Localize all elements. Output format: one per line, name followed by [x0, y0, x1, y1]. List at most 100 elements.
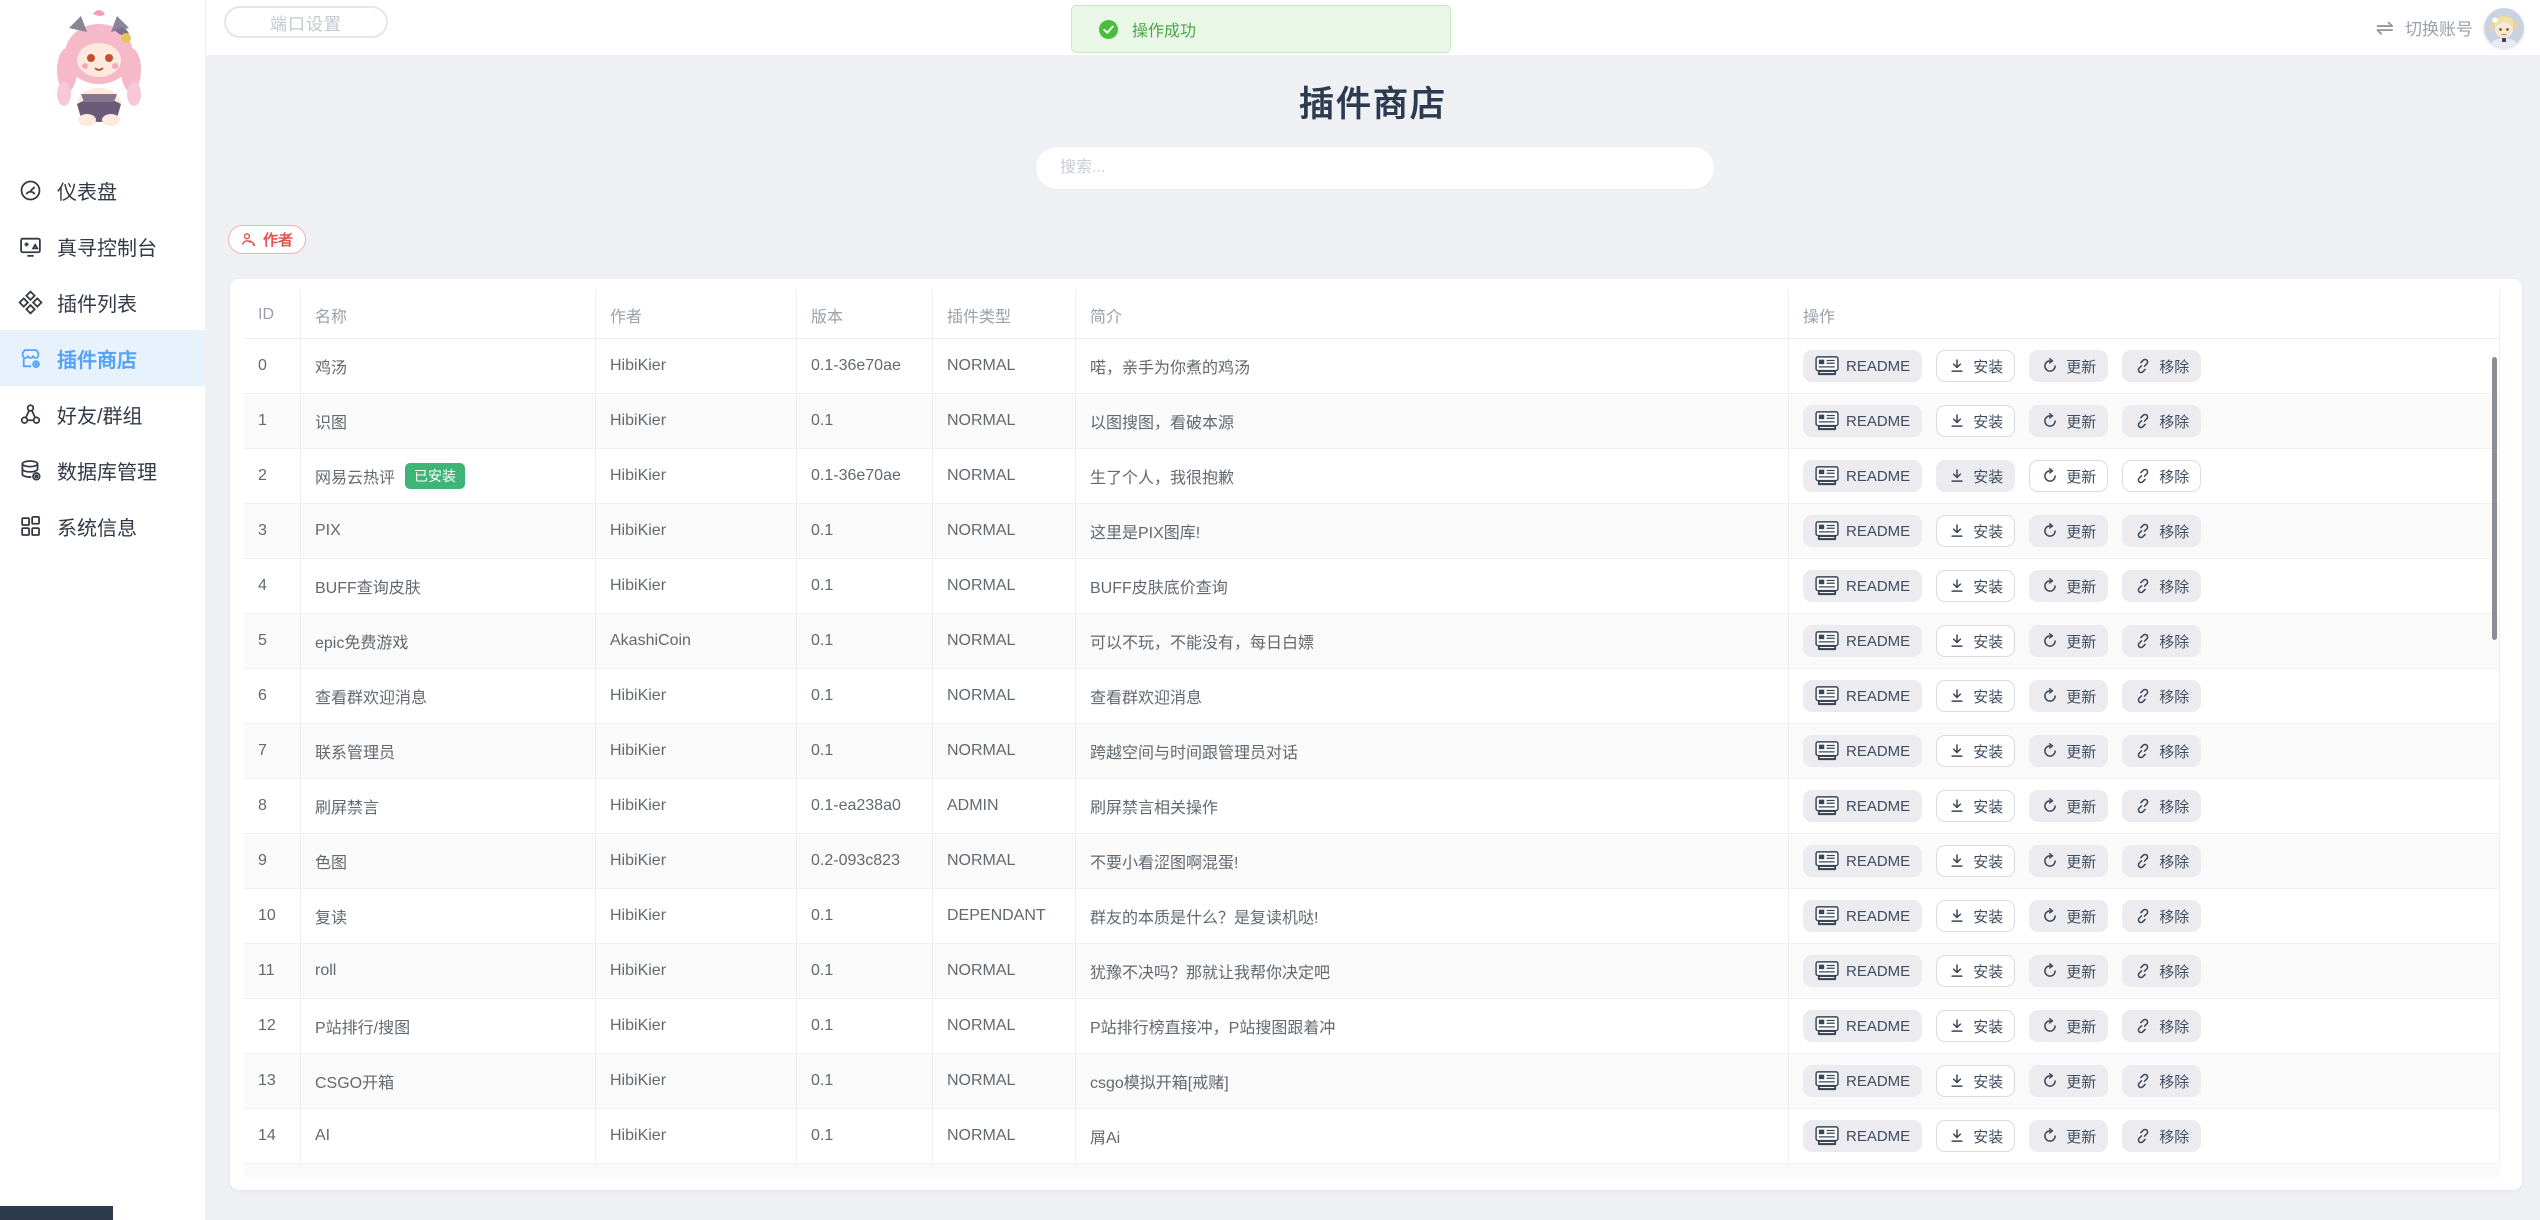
remove-button[interactable]: 移除 — [2122, 625, 2202, 657]
install-button[interactable]: 安装 — [1936, 570, 2016, 602]
readme-button[interactable]: README — [1803, 515, 1923, 547]
update-button[interactable]: 更新 — [2029, 845, 2109, 877]
author-filter-button[interactable]: 作者 — [228, 225, 307, 254]
search-input[interactable] — [1036, 147, 1714, 189]
remove-button[interactable]: 移除 — [2122, 735, 2202, 767]
refresh-icon — [2044, 413, 2057, 427]
sidebar-item-plugin-store[interactable]: 插件商店 — [0, 330, 205, 386]
remove-button[interactable]: 移除 — [2122, 1065, 2202, 1097]
cell-id: 13 — [244, 1054, 301, 1108]
remove-button[interactable]: 移除 — [2122, 955, 2202, 987]
update-button[interactable]: 更新 — [2029, 625, 2109, 657]
update-label: 更新 — [2066, 578, 2097, 596]
readme-button[interactable]: README — [1803, 900, 1923, 932]
sidebar-item-dashboard[interactable]: 仪表盘 — [0, 162, 205, 218]
install-button[interactable]: 安装 — [1936, 1010, 2016, 1042]
download-icon — [1951, 469, 1963, 482]
app-logo — [47, 8, 151, 134]
unlink-icon — [2137, 358, 2149, 374]
cell-name: 查看群欢迎消息 — [301, 669, 596, 723]
update-button[interactable]: 更新 — [2029, 955, 2109, 987]
install-button[interactable]: 安装 — [1936, 350, 2016, 382]
remove-button[interactable]: 移除 — [2122, 1010, 2202, 1042]
remove-button[interactable]: 移除 — [2122, 570, 2202, 602]
update-button[interactable]: 更新 — [2029, 1065, 2109, 1097]
update-button[interactable]: 更新 — [2029, 1120, 2109, 1152]
sidebar-item-friends-groups[interactable]: 好友/群组 — [0, 386, 205, 442]
download-icon — [1951, 579, 1963, 592]
install-button[interactable]: 安装 — [1936, 790, 2016, 822]
update-label: 更新 — [2066, 523, 2097, 541]
plugin-name: PIX — [315, 522, 341, 539]
remove-button[interactable]: 移除 — [2122, 405, 2202, 437]
install-button[interactable]: 安装 — [1936, 955, 2016, 987]
install-button[interactable]: 安装 — [1936, 680, 2016, 712]
cell-author: HibiKier — [596, 504, 797, 558]
sidebar-item-label: 真寻控制台 — [57, 237, 157, 260]
readme-button[interactable]: README — [1803, 680, 1923, 712]
install-button[interactable]: 安装 — [1936, 735, 2016, 767]
user-avatar[interactable] — [2484, 7, 2524, 48]
remove-button[interactable]: 移除 — [2122, 515, 2202, 547]
cell-id: 0 — [244, 339, 301, 393]
sidebar-item-system-info[interactable]: 系统信息 — [0, 498, 205, 554]
readme-icon — [1815, 1016, 1839, 1036]
remove-button[interactable]: 移除 — [2122, 900, 2202, 932]
readme-button[interactable]: README — [1803, 735, 1923, 767]
update-button[interactable]: 更新 — [2029, 405, 2109, 437]
update-button[interactable]: 更新 — [2029, 735, 2109, 767]
update-button[interactable]: 更新 — [2029, 790, 2109, 822]
sidebar-item-label: 好友/群组 — [57, 405, 143, 428]
install-button[interactable]: 安装 — [1936, 900, 2016, 932]
readme-button[interactable]: README — [1803, 845, 1923, 877]
unlink-icon — [2137, 743, 2149, 759]
cell-actions: README 安装 更新 移除 — [1789, 669, 2500, 723]
update-button[interactable]: 更新 — [2029, 350, 2109, 382]
readme-button[interactable]: README — [1803, 1065, 1923, 1097]
readme-button[interactable]: README — [1803, 570, 1923, 602]
install-button[interactable]: 安装 — [1936, 460, 2016, 492]
readme-button[interactable]: README — [1803, 350, 1923, 382]
readme-button[interactable]: README — [1803, 405, 1923, 437]
update-button[interactable]: 更新 — [2029, 1010, 2109, 1042]
readme-button[interactable]: README — [1803, 955, 1923, 987]
cell-name: 鸡汤 — [301, 339, 596, 393]
install-button[interactable]: 安装 — [1936, 845, 2016, 877]
update-button[interactable]: 更新 — [2029, 900, 2109, 932]
readme-button[interactable]: README — [1803, 790, 1923, 822]
cell-author: HibiKier — [596, 1109, 797, 1163]
update-button[interactable]: 更新 — [2029, 680, 2109, 712]
readme-label: README — [1846, 962, 1911, 980]
horizontal-scrollbar-thumb[interactable] — [0, 1206, 113, 1220]
port-settings-button[interactable]: 端口设置 — [224, 6, 388, 38]
cell-name: 刷屏禁言 — [301, 779, 596, 833]
table-row: 1 识图 HibiKier 0.1 NORMAL 以图搜图，看破本源 READM… — [244, 394, 2500, 449]
install-button[interactable]: 安装 — [1936, 405, 2016, 437]
readme-button[interactable]: README — [1803, 1120, 1923, 1152]
remove-button[interactable]: 移除 — [2122, 845, 2202, 877]
cell-id: 10 — [244, 889, 301, 943]
update-button[interactable]: 更新 — [2029, 515, 2109, 547]
install-button[interactable]: 安装 — [1936, 625, 2016, 657]
readme-button[interactable]: README — [1803, 625, 1923, 657]
refresh-icon — [2044, 853, 2057, 867]
sidebar-item-database[interactable]: 数据库管理 — [0, 442, 205, 498]
install-button[interactable]: 安装 — [1936, 1120, 2016, 1152]
install-button[interactable]: 安装 — [1936, 515, 2016, 547]
update-button[interactable]: 更新 — [2029, 460, 2109, 492]
sidebar-item-plugin-list[interactable]: 插件列表 — [0, 274, 205, 330]
remove-button[interactable]: 移除 — [2122, 1120, 2202, 1152]
avatar-image — [2484, 7, 2524, 48]
remove-button[interactable]: 移除 — [2122, 790, 2202, 822]
update-button[interactable]: 更新 — [2029, 570, 2109, 602]
remove-button[interactable]: 移除 — [2122, 350, 2202, 382]
remove-button[interactable]: 移除 — [2122, 460, 2202, 492]
remove-button[interactable]: 移除 — [2122, 680, 2202, 712]
remove-label: 移除 — [2159, 413, 2190, 431]
readme-button[interactable]: README — [1803, 1010, 1923, 1042]
readme-button[interactable]: README — [1803, 460, 1923, 492]
table-vertical-scrollbar-thumb[interactable] — [2492, 357, 2497, 640]
install-button[interactable]: 安装 — [1936, 1065, 2016, 1097]
switch-account-button[interactable]: 切换账号 — [2405, 20, 2473, 39]
sidebar-item-console[interactable]: 真寻控制台 — [0, 218, 205, 274]
